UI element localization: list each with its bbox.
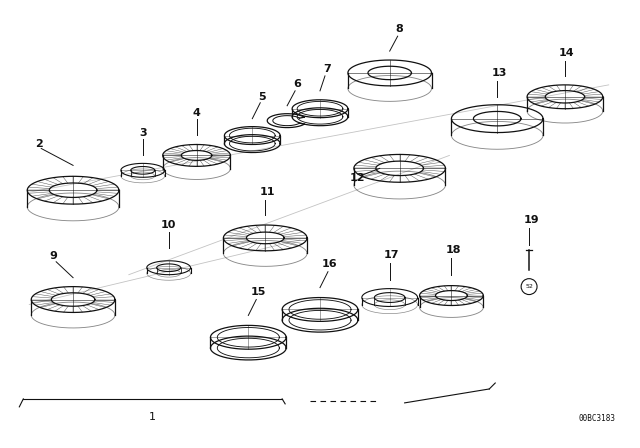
Text: 7: 7 [323,64,331,74]
Text: 6: 6 [293,79,301,89]
Text: 17: 17 [384,250,399,260]
Text: 8: 8 [396,24,404,34]
Text: 12: 12 [350,173,365,183]
Text: 13: 13 [492,68,507,78]
Text: 18: 18 [445,245,461,255]
Text: 10: 10 [161,220,177,230]
Text: 2: 2 [35,138,43,148]
Text: 16: 16 [322,259,338,269]
Text: 52: 52 [525,284,533,289]
Text: 1: 1 [149,412,156,422]
Text: 15: 15 [251,287,266,297]
Text: 11: 11 [259,187,275,197]
Text: 14: 14 [559,48,575,58]
Text: 9: 9 [49,251,57,261]
Text: 4: 4 [193,108,200,118]
Text: 19: 19 [524,215,539,225]
Text: 3: 3 [139,128,147,138]
Text: 00BC3183: 00BC3183 [579,414,615,423]
Text: 5: 5 [259,92,266,102]
